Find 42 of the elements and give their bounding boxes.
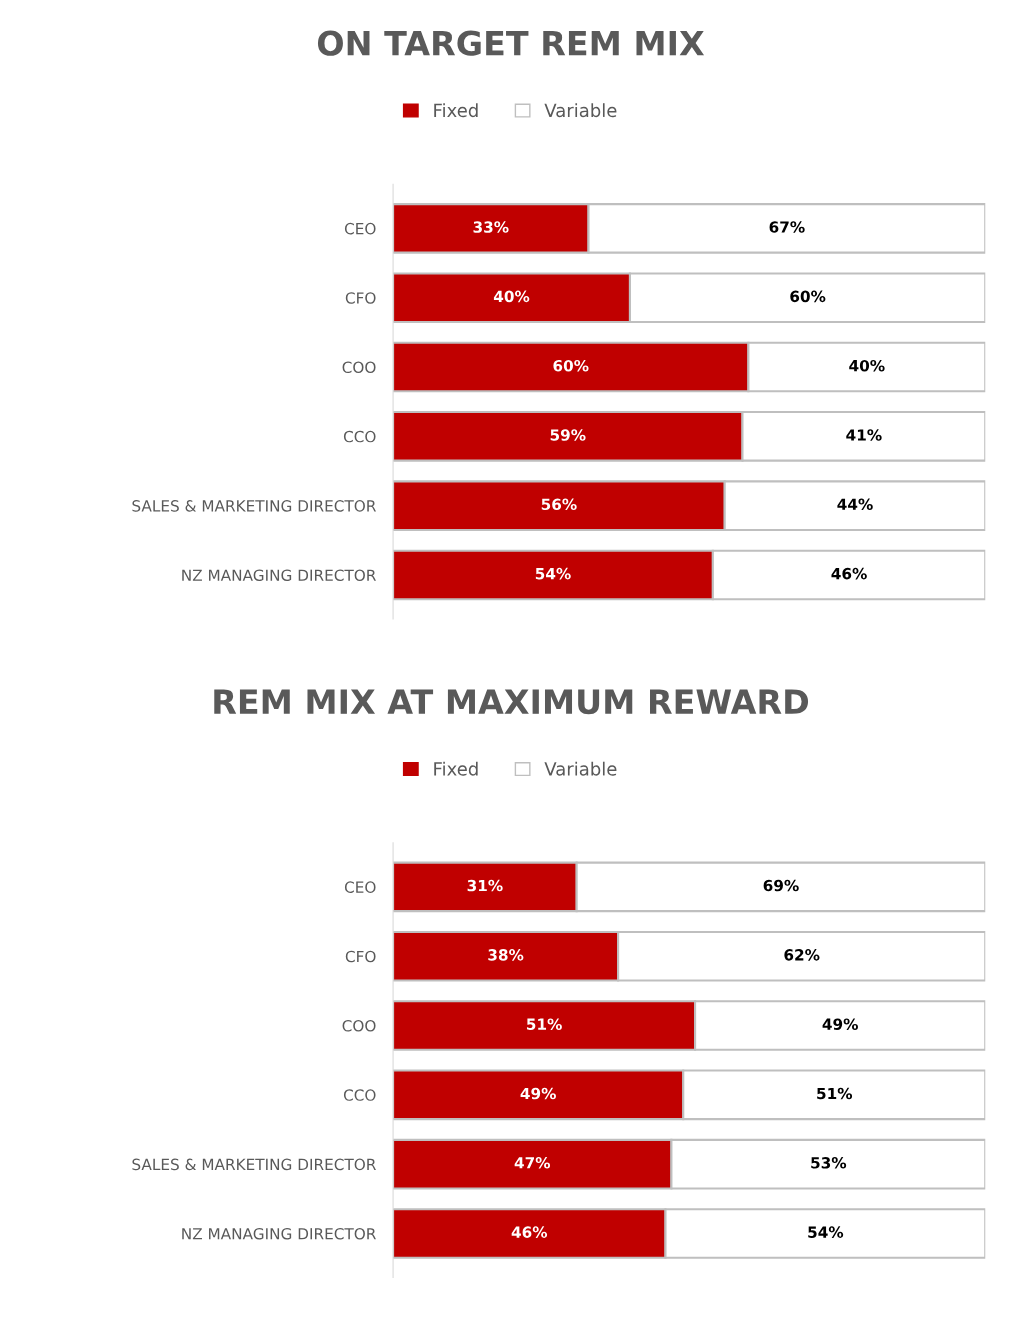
data-label: 59% (550, 429, 586, 441)
data-label: 60% (790, 290, 826, 303)
data-label: 40% (493, 290, 530, 303)
y-tick-label: NZ MANAGING DIRECTOR (182, 1227, 376, 1240)
data-label: 60% (553, 359, 589, 372)
legend-label: Fixed (434, 761, 478, 776)
data-label: 67% (769, 221, 805, 233)
y-tick-label: CCO (343, 430, 376, 443)
chart-title: REM MIX AT MAXIMUM REWARD (214, 689, 809, 715)
data-label: 31% (467, 879, 503, 892)
data-label: 56% (541, 498, 577, 511)
data-label: 44% (837, 498, 873, 511)
y-tick-label: CCO (343, 1089, 376, 1101)
data-label: 54% (808, 1226, 844, 1238)
data-label: 49% (822, 1018, 858, 1030)
data-label: 51% (817, 1087, 853, 1100)
data-label: 38% (488, 949, 524, 961)
y-tick-label: CEO (344, 222, 376, 235)
data-label: 69% (763, 879, 799, 892)
y-tick-label: SALES & MARKETING DIRECTOR (132, 500, 376, 512)
chart-title: ON TARGET REM MIX (317, 30, 705, 56)
data-label: 33% (473, 221, 509, 233)
legend-label: Variable (544, 761, 617, 776)
y-tick-label: SALES & MARKETING DIRECTOR (132, 1158, 376, 1171)
y-tick-label: NZ MANAGING DIRECTOR (182, 569, 376, 581)
y-tick-label: CFO (345, 292, 376, 304)
data-label: 46% (511, 1226, 548, 1238)
data-label: 47% (514, 1157, 551, 1169)
data-label: 49% (520, 1087, 556, 1100)
y-tick-label: COO (342, 1019, 376, 1032)
data-label: 62% (784, 949, 820, 961)
data-label: 41% (846, 429, 882, 441)
data-label: 40% (849, 359, 885, 372)
legend-label: Fixed (434, 103, 478, 118)
y-tick-label: CFO (345, 950, 376, 963)
data-label: 51% (526, 1018, 562, 1030)
data-label: 46% (831, 567, 867, 580)
y-tick-label: COO (342, 361, 376, 374)
legend-label: Variable (544, 103, 617, 118)
data-label: 54% (535, 567, 571, 580)
y-tick-label: CEO (344, 881, 376, 893)
data-label: 53% (811, 1157, 847, 1169)
